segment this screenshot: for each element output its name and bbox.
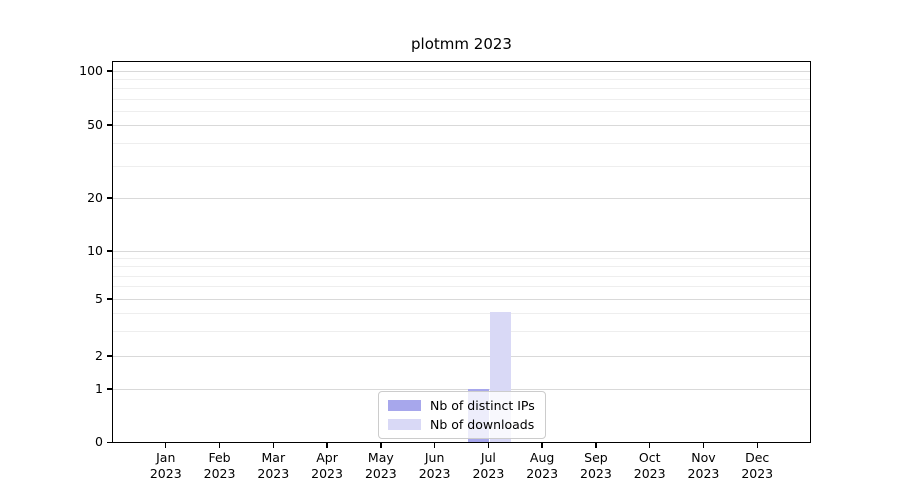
- minor-gridline: [113, 312, 810, 314]
- y-tick-label: 0: [95, 434, 103, 449]
- y-tick-label: 20: [87, 189, 103, 205]
- legend-row-downloads: Nb of downloads: [388, 415, 535, 434]
- x-tick: [541, 443, 543, 448]
- x-tick: [702, 443, 705, 448]
- y-tick-label: 1: [95, 380, 103, 396]
- y-tick-label: 5: [95, 290, 103, 306]
- major-gridline: [113, 71, 810, 72]
- y-tick: [107, 197, 112, 199]
- x-tick-label: Aug 2023: [526, 450, 559, 481]
- x-tick-label: Mar 2023: [257, 450, 290, 481]
- major-gridline: [113, 198, 810, 199]
- x-tick-label: May 2023: [364, 450, 397, 481]
- y-tick-label: 10: [87, 242, 103, 258]
- minor-gridline: [113, 330, 810, 332]
- y-tick: [107, 355, 112, 357]
- x-tick-label: Jul 2023: [472, 450, 505, 481]
- x-tick-label: Nov 2023: [687, 450, 720, 481]
- minor-gridline: [113, 110, 810, 112]
- y-tick: [107, 70, 112, 72]
- x-tick: [648, 443, 651, 448]
- x-tick: [756, 443, 758, 448]
- x-tick-label: Dec 2023: [741, 450, 774, 481]
- y-tick: [107, 250, 112, 252]
- x-tick: [272, 443, 274, 448]
- x-tick-label: Jan 2023: [149, 450, 182, 481]
- y-tick-label: 2: [95, 347, 103, 363]
- x-tick: [595, 443, 597, 448]
- y-tick: [107, 388, 112, 390]
- x-tick: [433, 443, 436, 448]
- minor-gridline: [113, 79, 810, 81]
- y-tick-label: 50: [87, 116, 103, 132]
- minor-gridline: [113, 165, 810, 167]
- y-tick: [107, 441, 112, 444]
- major-gridline: [113, 356, 810, 357]
- legend-row-distinct-ips: Nb of distinct IPs: [388, 396, 535, 415]
- legend-label-downloads: Nb of downloads: [430, 417, 535, 432]
- distinct-ips-swatch-icon: [388, 400, 421, 411]
- x-tick-label: Sep 2023: [580, 450, 612, 481]
- minor-gridline: [113, 88, 810, 90]
- major-gridline: [113, 299, 810, 300]
- x-tick: [218, 443, 221, 448]
- y-tick: [107, 124, 112, 126]
- x-tick-label: Jun 2023: [418, 450, 451, 481]
- minor-gridline: [113, 286, 810, 288]
- x-tick: [165, 443, 167, 448]
- minor-gridline: [113, 98, 810, 100]
- y-tick: [107, 298, 112, 300]
- major-gridline: [113, 251, 810, 252]
- minor-gridline: [113, 258, 810, 260]
- x-tick: [326, 443, 328, 448]
- x-tick: [487, 443, 490, 448]
- x-tick: [380, 443, 382, 448]
- downloads-swatch-icon: [388, 419, 421, 430]
- x-tick-label: Apr 2023: [311, 450, 343, 481]
- minor-gridline: [113, 142, 810, 144]
- minor-gridline: [113, 266, 810, 268]
- major-gridline: [113, 389, 810, 390]
- major-gridline: [113, 125, 810, 126]
- legend: Nb of distinct IPs Nb of downloads: [378, 391, 546, 439]
- x-tick-label: Oct 2023: [633, 450, 666, 481]
- legend-label-distinct-ips: Nb of distinct IPs: [430, 398, 535, 413]
- minor-gridline: [113, 275, 810, 277]
- x-tick-label: Feb 2023: [203, 450, 236, 481]
- plot-area: [112, 61, 811, 443]
- chart-title: plotmm 2023: [411, 35, 512, 53]
- y-tick-label: 100: [79, 62, 103, 78]
